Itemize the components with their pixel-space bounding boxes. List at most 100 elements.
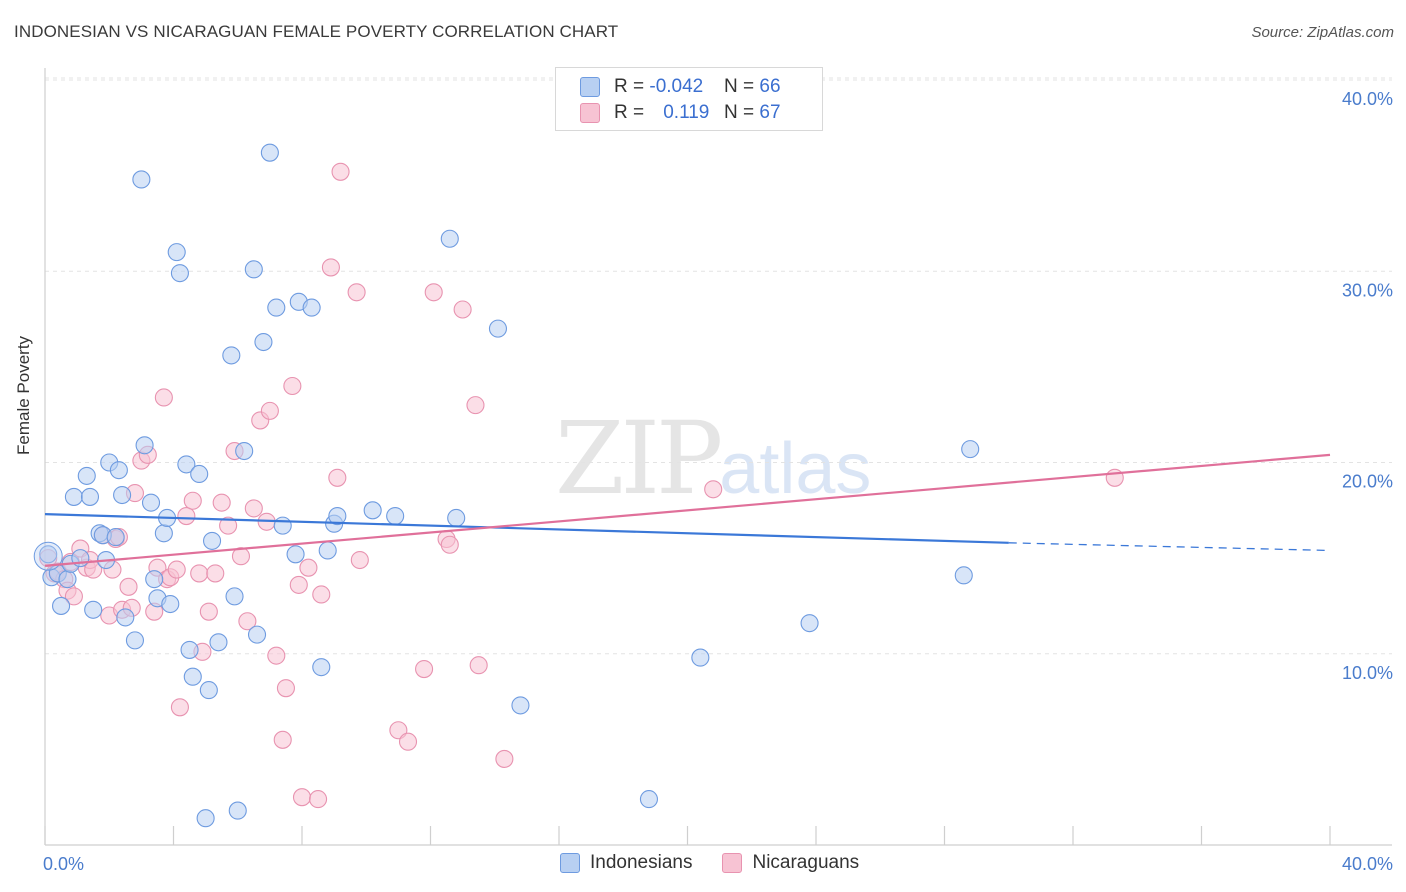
nicaraguan-point [238, 612, 257, 631]
indonesian-point [386, 506, 405, 526]
indonesian-point [125, 631, 144, 650]
indonesian-point [183, 667, 202, 686]
x-tick-label-max: 40.0% [1342, 854, 1393, 874]
trendline-nicaraguans [44, 453, 1331, 567]
indonesian-point [116, 608, 135, 627]
indonesian-point [177, 455, 196, 474]
indonesian-point [132, 170, 151, 189]
n-label: N = [724, 76, 760, 97]
indonesian-point [267, 298, 286, 317]
indonesian-point [203, 531, 222, 550]
nicaraguan-point [167, 560, 186, 579]
nicaraguan-point [347, 283, 366, 302]
correlation-legend: R = -0.042 N = 66 R = 0.119 N = 67 [555, 67, 823, 131]
y-tick-label: 30.0% [1342, 280, 1393, 300]
legend-label-nicaraguans: Nicaraguans [752, 852, 860, 873]
nicaraguan-point [231, 547, 251, 566]
nicaraguan-point [328, 468, 347, 487]
indonesian-point [113, 485, 132, 505]
nicaraguan-point [283, 376, 302, 396]
chart-title: INDONESIAN VS NICARAGUAN FEMALE POVERTY … [14, 22, 619, 41]
nicaraguan-point [312, 585, 331, 604]
nicaraguan-point [331, 162, 350, 181]
y-axis-label: Female Poverty [14, 335, 33, 455]
legend-item-nicaraguans[interactable]: Nicaraguans [722, 852, 859, 874]
nicaraguan-point [154, 388, 173, 407]
nicaraguan-point [398, 732, 418, 751]
indonesian-point [488, 319, 508, 338]
indonesian-point [961, 440, 980, 459]
indonesian-point [161, 594, 180, 614]
indonesian-point [639, 790, 659, 809]
source-credit: Source: ZipAtlas.com [1251, 24, 1394, 41]
nicaraguan-point [119, 577, 138, 596]
n-value-indonesians: 66 [759, 76, 781, 97]
legend-swatch-nicaraguans [722, 853, 743, 873]
nicaraguan-point [183, 491, 202, 510]
indonesian-point [141, 493, 161, 512]
r-value-nicaraguans: 0.119 [663, 102, 710, 123]
indonesian-point [170, 264, 189, 283]
x-tick-label-min: 0.0% [43, 854, 84, 874]
nicaraguan-point [289, 575, 308, 594]
trendline-indonesians [44, 513, 1009, 544]
nicaraguan-point [309, 790, 328, 809]
nicaraguan-point [469, 656, 488, 675]
nicaraguan-point [440, 535, 459, 554]
nicaraguan-point [424, 283, 443, 302]
indonesian-point [800, 614, 819, 633]
nicaraguan-point [267, 646, 286, 665]
nicaraguan-point [350, 550, 369, 570]
indonesian-point [260, 143, 279, 162]
indonesian-point [64, 487, 83, 506]
indonesian-point [511, 696, 530, 715]
nicaraguan-point [453, 300, 472, 319]
legend-item-indonesians[interactable]: Indonesians [560, 852, 692, 874]
indonesian-point [154, 524, 173, 543]
legend-swatch-pink [580, 103, 600, 123]
indonesian-point [318, 541, 337, 560]
indonesian-point [106, 528, 125, 547]
nicaraguan-point [276, 679, 295, 698]
indonesian-point [180, 640, 199, 659]
indonesian-point [225, 587, 244, 606]
indonesian-point [58, 570, 77, 589]
indonesian-point [39, 545, 58, 564]
indonesian-point [228, 801, 247, 820]
nicaraguan-point [170, 698, 189, 717]
indonesian-point [209, 633, 228, 652]
legend-row-indonesians: R = -0.042 N = 66 [580, 75, 781, 99]
nicaraguan-point [415, 659, 434, 679]
n-value-nicaraguans: 67 [759, 102, 781, 123]
nicaraguan-point [466, 396, 485, 415]
watermark: ZIPatlas [555, 400, 871, 517]
indonesian-point [196, 809, 215, 828]
legend-row-nicaraguans: R = 0.119 N = 67 [580, 101, 781, 125]
indonesian-point [135, 436, 154, 455]
indonesian-point [167, 243, 186, 262]
nicaraguan-point [273, 730, 292, 749]
r-label: R = [614, 76, 650, 97]
n-label: N = [724, 102, 760, 123]
indonesian-point [235, 441, 254, 461]
watermark-zip: ZIP [555, 400, 723, 517]
indonesian-point [199, 681, 218, 700]
legend-label-indonesians: Indonesians [590, 852, 693, 873]
legend-swatch-blue [580, 77, 600, 97]
nicaraguan-point [495, 749, 514, 768]
trendline-indonesians-extrapolated [1008, 542, 1331, 552]
indonesian-point [447, 508, 466, 528]
nicaraguan-point [321, 258, 340, 277]
nicaraguan-point [292, 788, 312, 807]
series-legend: Indonesians Nicaraguans [560, 852, 889, 874]
legend-swatch-indonesians [560, 853, 580, 873]
indonesian-point [273, 516, 292, 535]
nicaraguan-point [260, 401, 279, 420]
y-tick-label: 10.0% [1342, 663, 1393, 683]
indonesian-point [954, 566, 973, 585]
indonesian-point [145, 570, 164, 589]
indonesian-point [363, 501, 382, 520]
nicaraguan-point [212, 493, 231, 512]
indonesian-point [312, 658, 331, 677]
